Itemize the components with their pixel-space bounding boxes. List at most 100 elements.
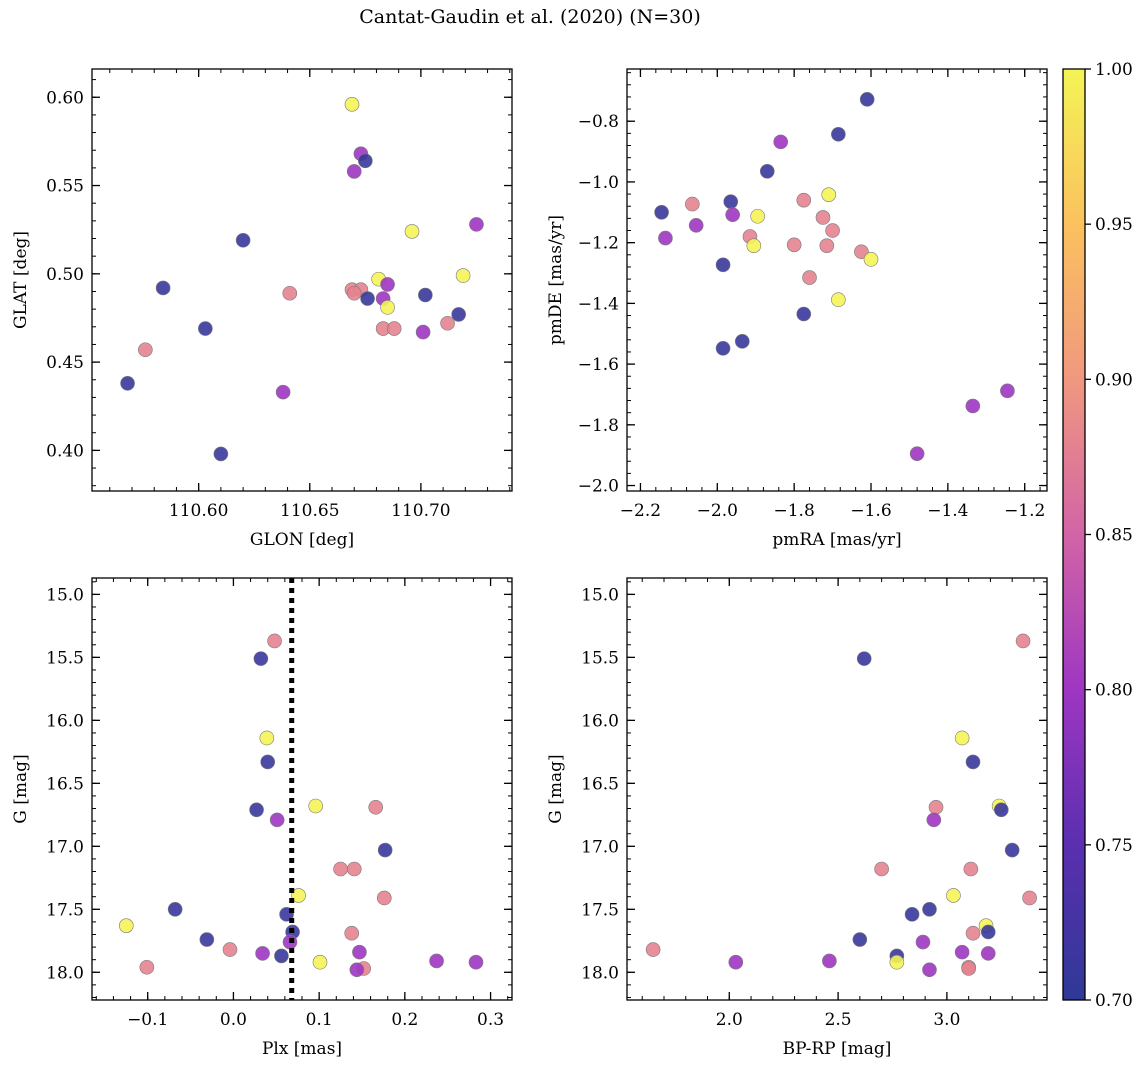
scatter-point <box>819 238 835 253</box>
scatter-point <box>728 954 744 970</box>
y-tick-label: 16.0 <box>46 711 84 731</box>
x-tick-label: −1.4 <box>927 501 968 521</box>
scatter-point <box>815 210 831 225</box>
x-tick-label: 3.0 <box>933 1010 960 1030</box>
scatter-point <box>346 861 362 877</box>
y-tick-label: 0.45 <box>46 353 84 373</box>
scatter-point <box>961 961 976 976</box>
scatter-point <box>199 932 215 947</box>
scatter-point <box>213 446 229 462</box>
scatter-point <box>118 918 134 933</box>
y-tick-label: −1.8 <box>578 416 619 436</box>
y-tick-label: 0.55 <box>46 177 84 197</box>
scatter-point <box>386 321 402 336</box>
scatter-point <box>380 277 395 292</box>
scatter-point <box>922 962 937 978</box>
scatter-point <box>802 270 817 285</box>
colorbar: 0.70 0.75 0.80 0.85 0.90 0.95 1.00 <box>1062 60 1133 1011</box>
colorbar-tick-label: 0.90 <box>1095 370 1133 390</box>
scatter-point <box>889 954 905 970</box>
x-tick-label: −2.2 <box>620 501 661 521</box>
y-tick-label: 17.5 <box>46 900 84 920</box>
scatter-point <box>1000 383 1015 399</box>
y-tick-label: −1.0 <box>578 173 619 193</box>
scatter-point <box>308 798 324 814</box>
colorbar-tick-label: 0.95 <box>1095 215 1133 235</box>
scatter-point <box>468 954 484 970</box>
scatter-point <box>685 196 700 212</box>
scatter-point <box>138 342 153 358</box>
y-axis-label: G [mag] <box>11 754 31 823</box>
x-tick-label: 110.60 <box>169 501 228 521</box>
scatter-point <box>376 890 392 906</box>
scatter-point <box>750 208 765 224</box>
x-tick-label: −1.2 <box>1004 501 1045 521</box>
x-tick-label: 0.3 <box>477 1010 504 1030</box>
scatter-point <box>274 948 289 964</box>
scatter-point <box>404 224 420 239</box>
x-tick-label: 2.5 <box>825 1010 852 1030</box>
x-tick-label: −1.8 <box>774 501 815 521</box>
scatter-point <box>358 153 373 169</box>
scatter-point <box>260 754 276 770</box>
scatter-point <box>1004 842 1020 858</box>
scatter-point <box>954 730 970 746</box>
scatter-point <box>796 306 812 322</box>
scatter-point <box>120 375 135 391</box>
scatter-point <box>854 244 869 260</box>
scatter-point <box>291 888 306 903</box>
y-tick-label: 18.0 <box>581 963 619 983</box>
scatter-point <box>928 799 944 815</box>
x-axis-label: Plx [mas] <box>262 1039 342 1059</box>
scatter-point <box>167 902 183 917</box>
y-tick-label: 15.0 <box>46 585 84 605</box>
scatter-point <box>418 287 433 303</box>
y-axis-label: pmDE [mas/yr] <box>546 215 566 345</box>
scatter-point <box>368 799 384 815</box>
y-tick-label: 15.5 <box>46 648 84 668</box>
y-tick-label: −1.6 <box>578 355 619 375</box>
scatter-point <box>1022 890 1037 906</box>
scatter-point <box>139 959 155 975</box>
scatter-point <box>155 280 171 296</box>
scatter-point <box>963 861 979 877</box>
scatter-point <box>255 946 270 961</box>
y-tick-label: 17.0 <box>581 837 619 857</box>
y-tick-label: 0.40 <box>46 441 84 461</box>
scatter-point <box>796 192 812 208</box>
y-tick-label: 0.50 <box>46 265 84 285</box>
scatter-point <box>349 962 365 978</box>
scatter-point <box>346 285 362 301</box>
scatter-point <box>994 802 1009 818</box>
scatter-point <box>725 207 740 223</box>
scatter-point <box>344 97 360 112</box>
scatter-point <box>715 341 731 356</box>
scatter-point <box>333 861 348 877</box>
x-axis-label: pmRA [mas/yr] <box>772 530 901 550</box>
x-tick-label: −1.6 <box>850 501 891 521</box>
scatter-point <box>451 307 466 322</box>
scatter-point <box>915 934 931 950</box>
y-tick-label: 15.0 <box>581 585 619 605</box>
x-tick-label: 110.65 <box>280 501 339 521</box>
y-tick-label: −0.8 <box>578 112 619 132</box>
scatter-point <box>874 861 889 877</box>
colorbar-tick-label: 0.75 <box>1095 836 1133 856</box>
scatter-point <box>734 334 750 349</box>
scatter-point <box>415 324 431 340</box>
scatter-point <box>269 812 285 828</box>
scatter-point <box>377 842 393 858</box>
scatter-point <box>282 285 298 301</box>
y-tick-label: 16.5 <box>46 774 84 794</box>
scatter-point <box>773 134 789 150</box>
x-tick-label: 0.1 <box>306 1010 333 1030</box>
x-tick-label: −0.1 <box>127 1010 168 1030</box>
scatter-point <box>786 237 802 253</box>
y-tick-label: 18.0 <box>46 963 84 983</box>
scatter-point <box>856 651 872 666</box>
scatter-point <box>922 902 937 917</box>
colorbar-gradient <box>1062 68 1086 1001</box>
scatter-point <box>259 730 275 746</box>
axes-frame <box>91 577 513 1001</box>
scatter-point <box>249 802 264 818</box>
